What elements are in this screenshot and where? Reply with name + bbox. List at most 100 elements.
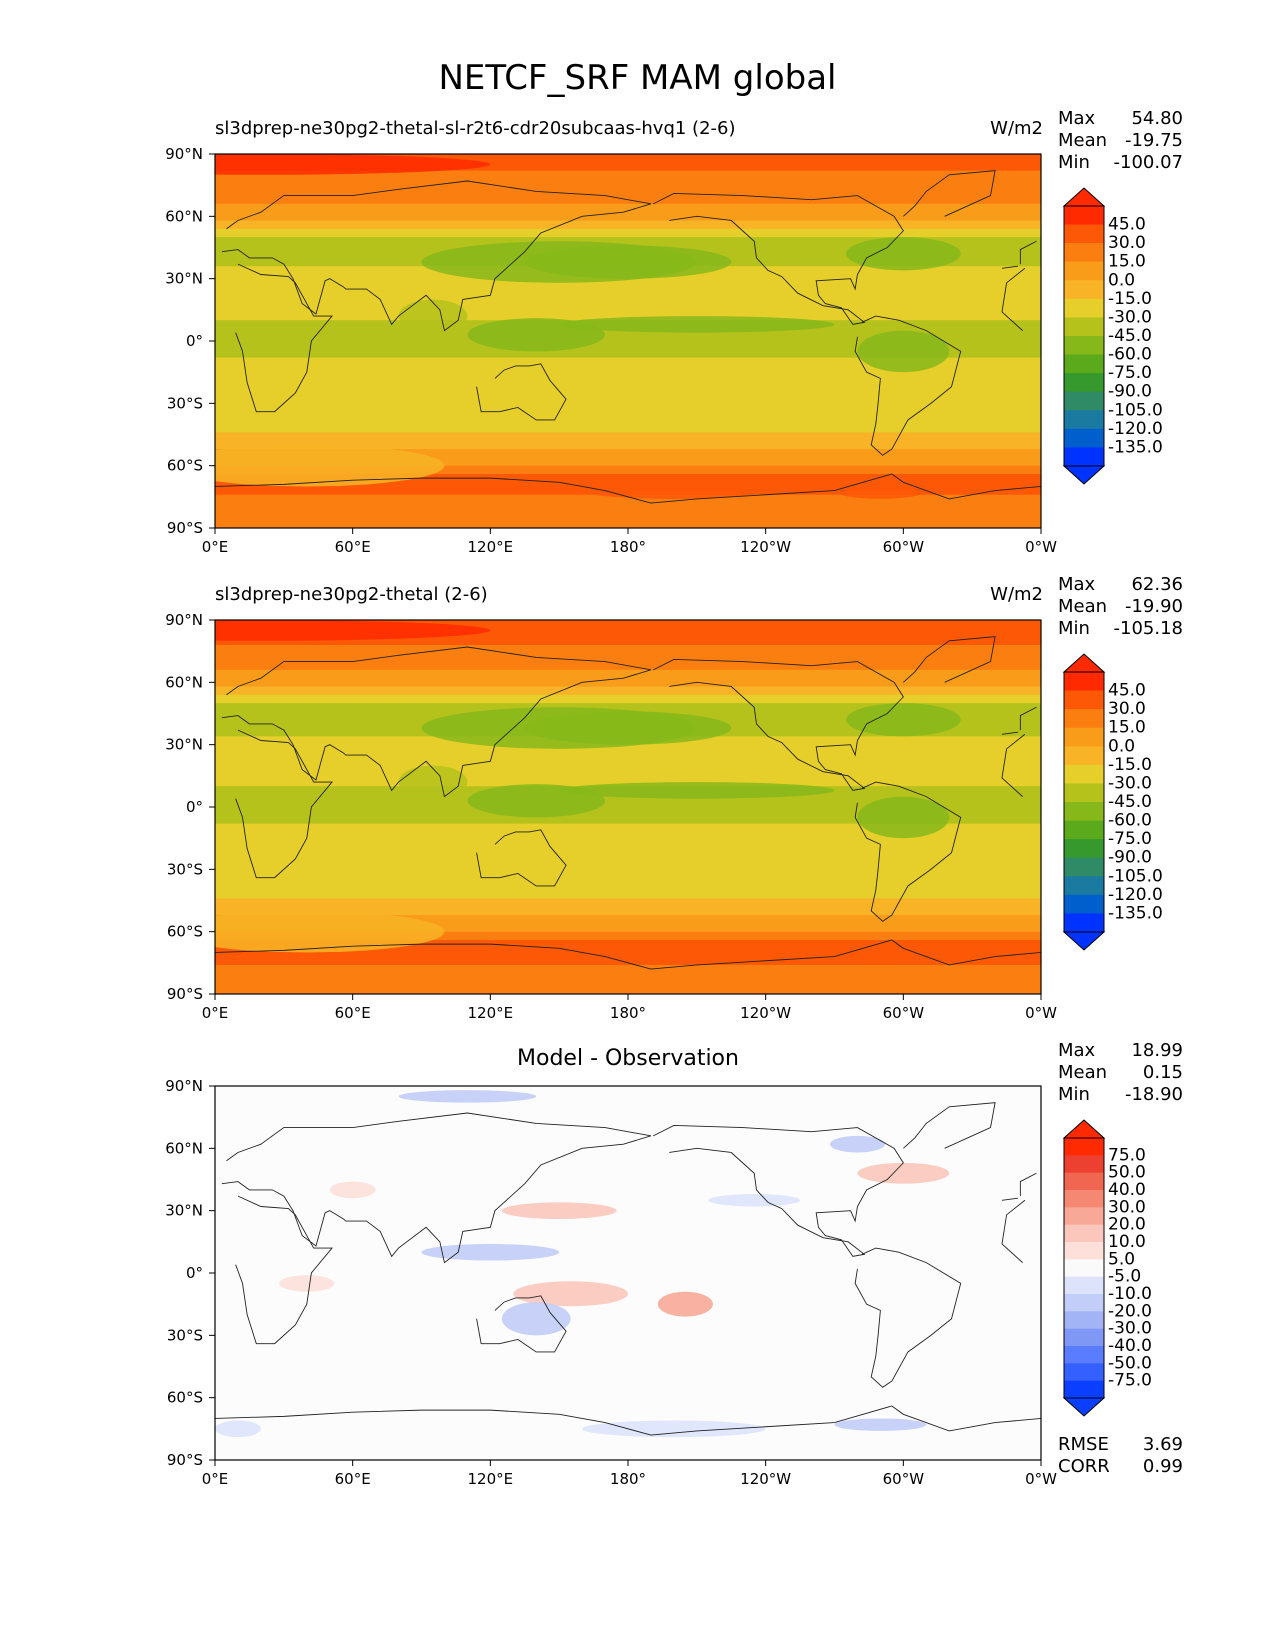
- zonal-band: [215, 336, 1041, 342]
- y-tick-label: 30°S: [167, 860, 203, 878]
- colorbar-swatch: [1064, 1172, 1104, 1191]
- colorbar-swatch: [1064, 336, 1104, 356]
- colorbar-label: -120.0: [1108, 885, 1163, 905]
- zonal-band: [215, 981, 1041, 987]
- zonal-band: [215, 836, 1041, 841]
- colorbar-label: 5.0: [1108, 1249, 1135, 1269]
- colorbar-label: -40.0: [1108, 1336, 1152, 1356]
- zonal-band: [215, 935, 1041, 941]
- zonal-band: [215, 815, 1041, 821]
- map-field: [215, 1086, 1041, 1460]
- x-tick-label: 120°E: [468, 1470, 514, 1488]
- max-label: Max: [1058, 108, 1096, 129]
- colorbar-label: 15.0: [1108, 718, 1146, 738]
- x-tick-label: 120°E: [468, 1004, 514, 1022]
- colorbar-swatch: [1064, 913, 1104, 933]
- colorbar-swatch: [1064, 1155, 1104, 1174]
- coastline: [235, 1195, 333, 1345]
- colorbar-swatch: [1064, 727, 1104, 747]
- colorbar-swatch: [1064, 1190, 1104, 1208]
- zonal-band: [215, 162, 1041, 168]
- field-feature: [421, 1243, 560, 1261]
- colorbar-swatch: [1064, 1242, 1104, 1260]
- zonal-band: [215, 473, 1041, 479]
- zonal-band: [215, 777, 1041, 783]
- colorbar-swatch: [1064, 1259, 1104, 1278]
- field-feature: [398, 299, 468, 333]
- zonal-band: [215, 669, 1041, 675]
- zonal-band: [215, 428, 1041, 434]
- zonal-band: [215, 819, 1041, 825]
- y-tick-label: 0°: [186, 1264, 203, 1282]
- zonal-band: [215, 212, 1041, 217]
- zonal-band: [215, 357, 1041, 363]
- coastline: [476, 363, 567, 421]
- zonal-band: [215, 191, 1041, 197]
- coastline: [1001, 1199, 1026, 1263]
- coastline: [854, 315, 962, 456]
- x-tick-label: 60°W: [883, 538, 925, 556]
- map-plot: 0°E 60°E 120°E 180° 120°W 60°W 0°W 90°N 60°N 30°N…: [165, 145, 1057, 556]
- colorbar-swatch: [1064, 876, 1104, 896]
- field-feature: [829, 1135, 885, 1153]
- zonal-band: [215, 865, 1041, 870]
- stats-box: Max 54.80 Mean -19.75 Min -100.07: [1058, 108, 1183, 174]
- zonal-band: [215, 682, 1041, 688]
- y-tick-label: 60°N: [165, 673, 203, 691]
- colorbar-label: -10.0: [1108, 1284, 1152, 1304]
- colorbar-label: -30.0: [1108, 773, 1152, 793]
- colorbar-swatch: [1064, 764, 1104, 784]
- y-tick-label: 60°S: [167, 1389, 203, 1407]
- zonal-band: [215, 170, 1041, 176]
- colorbar-label: -135.0: [1108, 903, 1163, 923]
- colorbar-swatch: [1064, 428, 1104, 448]
- max-label: Max: [1058, 574, 1096, 595]
- zonal-band: [215, 919, 1041, 924]
- panel-model-reference: sl3dprep-ne30pg2-thetal (2-6) W/m2 Max 62…: [0, 574, 1275, 1022]
- zonal-band: [215, 216, 1041, 222]
- colorbar-swatch: [1064, 802, 1104, 822]
- y-tick-label: 30°N: [165, 1202, 203, 1220]
- max-value: 54.80: [1131, 108, 1183, 129]
- zonal-band: [215, 678, 1041, 683]
- zonal-band: [215, 844, 1041, 850]
- mean-value: 0.15: [1142, 1062, 1183, 1083]
- colorbar-label: 0.0: [1108, 736, 1135, 756]
- colorbar-label: 10.0: [1108, 1232, 1146, 1252]
- zonal-band: [215, 199, 1041, 205]
- zonal-band: [215, 220, 1041, 226]
- coastline: [653, 659, 904, 791]
- field-feature: [657, 1291, 713, 1317]
- x-tick-label: 60°W: [883, 1470, 925, 1488]
- colorbar-swatch: [1064, 1311, 1104, 1330]
- colorbar-label: 20.0: [1108, 1215, 1146, 1235]
- field-feature: [708, 1194, 801, 1207]
- coastline: [903, 170, 996, 217]
- footer-stats: RMSE 3.69 CORR 0.99: [1058, 1434, 1183, 1478]
- zonal-band: [215, 444, 1041, 450]
- colorbar-frame: [1063, 205, 1105, 467]
- zonal-band: [215, 910, 1041, 916]
- coastline: [903, 1102, 996, 1149]
- zonal-band: [215, 478, 1041, 483]
- zonal-band: [215, 703, 1041, 708]
- zonal-band: [215, 370, 1041, 375]
- field-feature: [524, 711, 732, 745]
- zonal-band: [215, 503, 1041, 508]
- rmse-label: RMSE: [1058, 1434, 1109, 1455]
- zonal-band: [215, 461, 1041, 467]
- colorbar-swatch: [1064, 1380, 1104, 1399]
- coastline: [221, 646, 652, 798]
- field-feature: [398, 765, 468, 799]
- colorbar-label: -50.0: [1108, 1353, 1152, 1373]
- zonal-band: [215, 653, 1041, 658]
- x-tick-label: 0°W: [1025, 538, 1057, 556]
- page-title: NETCF_SRF MAM global: [438, 58, 837, 98]
- colorbar-swatch: [1064, 690, 1104, 710]
- field-feature: [582, 948, 766, 965]
- colorbar-label: -60.0: [1108, 345, 1152, 365]
- x-tick-label: 60°E: [335, 538, 371, 556]
- zonal-band: [215, 989, 1041, 994]
- colorbar-label: 50.0: [1108, 1163, 1146, 1183]
- zonal-band: [215, 203, 1041, 209]
